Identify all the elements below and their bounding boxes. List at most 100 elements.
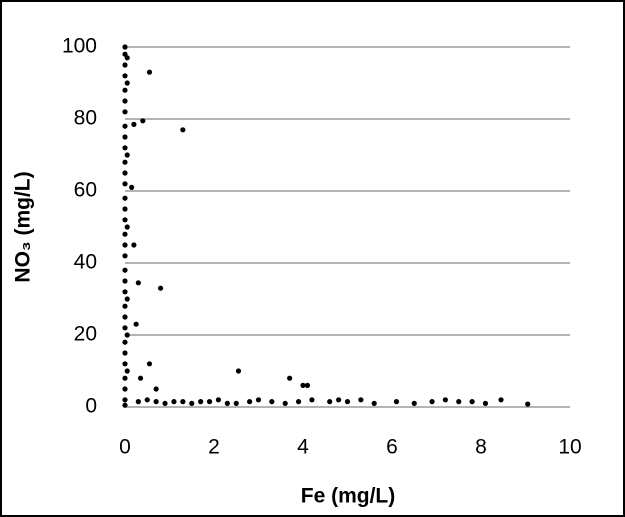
- point: [122, 303, 128, 309]
- point: [124, 55, 130, 61]
- point: [124, 80, 130, 86]
- point: [122, 134, 128, 140]
- x-tick-label: 8: [475, 436, 487, 459]
- point: [133, 321, 139, 327]
- point: [215, 397, 222, 403]
- point: [442, 397, 448, 403]
- point: [122, 87, 128, 93]
- point: [122, 44, 128, 50]
- point: [309, 397, 315, 403]
- y-tick-label: 60: [74, 179, 97, 202]
- point: [371, 400, 377, 406]
- point: [131, 242, 137, 248]
- point: [411, 400, 417, 406]
- point: [224, 400, 230, 406]
- point: [146, 361, 153, 367]
- point: [124, 296, 130, 302]
- point: [122, 217, 128, 223]
- y-tick-label: 0: [85, 395, 97, 418]
- point: [456, 399, 462, 405]
- point: [153, 399, 159, 405]
- point: [122, 109, 128, 115]
- point: [206, 399, 213, 405]
- point: [131, 121, 137, 127]
- point: [122, 402, 128, 408]
- x-axis-label: Fe (mg/L): [301, 485, 396, 508]
- point: [122, 397, 128, 403]
- point: [122, 350, 128, 356]
- point: [153, 386, 159, 392]
- point: [122, 206, 128, 212]
- point: [122, 181, 128, 187]
- y-tick-label: 100: [62, 35, 97, 58]
- point: [358, 397, 364, 403]
- point: [233, 400, 239, 406]
- point: [122, 242, 128, 248]
- point: [189, 400, 195, 406]
- point: [393, 399, 400, 405]
- point: [198, 399, 204, 405]
- point: [180, 127, 186, 133]
- point: [146, 69, 153, 75]
- point: [122, 267, 128, 273]
- point: [162, 400, 168, 406]
- point: [287, 375, 293, 381]
- point: [122, 145, 128, 151]
- point: [122, 195, 128, 201]
- point: [122, 361, 128, 367]
- point: [300, 382, 306, 388]
- point: [122, 278, 128, 284]
- point: [122, 386, 128, 392]
- point: [482, 400, 489, 406]
- point: [122, 98, 128, 104]
- point: [122, 170, 128, 176]
- point: [137, 375, 144, 381]
- y-axis-label: NO₃ (mg/L): [12, 171, 35, 282]
- point: [469, 399, 475, 405]
- point: [129, 184, 135, 190]
- x-tick-label: 6: [386, 436, 398, 459]
- point: [122, 314, 128, 320]
- x-tick-label: 2: [208, 436, 220, 459]
- point: [304, 382, 311, 388]
- y-tick-label: 40: [74, 251, 97, 274]
- point: [135, 399, 141, 405]
- point: [124, 332, 130, 338]
- x-tick-label: 10: [558, 436, 581, 459]
- point: [122, 231, 128, 237]
- point: [429, 399, 435, 405]
- point: [122, 62, 128, 68]
- point: [122, 159, 128, 165]
- point: [158, 285, 164, 291]
- point: [124, 152, 130, 158]
- point: [140, 118, 146, 124]
- point: [269, 399, 275, 405]
- point: [327, 399, 333, 405]
- point: [122, 73, 128, 79]
- point: [247, 399, 253, 405]
- point: [180, 399, 186, 405]
- point: [255, 397, 262, 403]
- point: [498, 397, 504, 403]
- y-tick-label: 20: [74, 323, 97, 346]
- point: [135, 280, 141, 286]
- point: [336, 397, 342, 403]
- point: [295, 399, 302, 405]
- point: [122, 325, 128, 331]
- point: [122, 123, 128, 129]
- point: [282, 400, 288, 406]
- point: [124, 368, 130, 374]
- y-tick-label: 80: [74, 107, 97, 130]
- point: [171, 399, 177, 405]
- point: [122, 375, 128, 381]
- point: [144, 397, 150, 403]
- point: [235, 368, 242, 374]
- x-tick-label: 0: [119, 436, 131, 459]
- point: [124, 224, 130, 230]
- point: [122, 253, 128, 259]
- x-tick-label: 4: [297, 436, 309, 459]
- point: [122, 289, 128, 295]
